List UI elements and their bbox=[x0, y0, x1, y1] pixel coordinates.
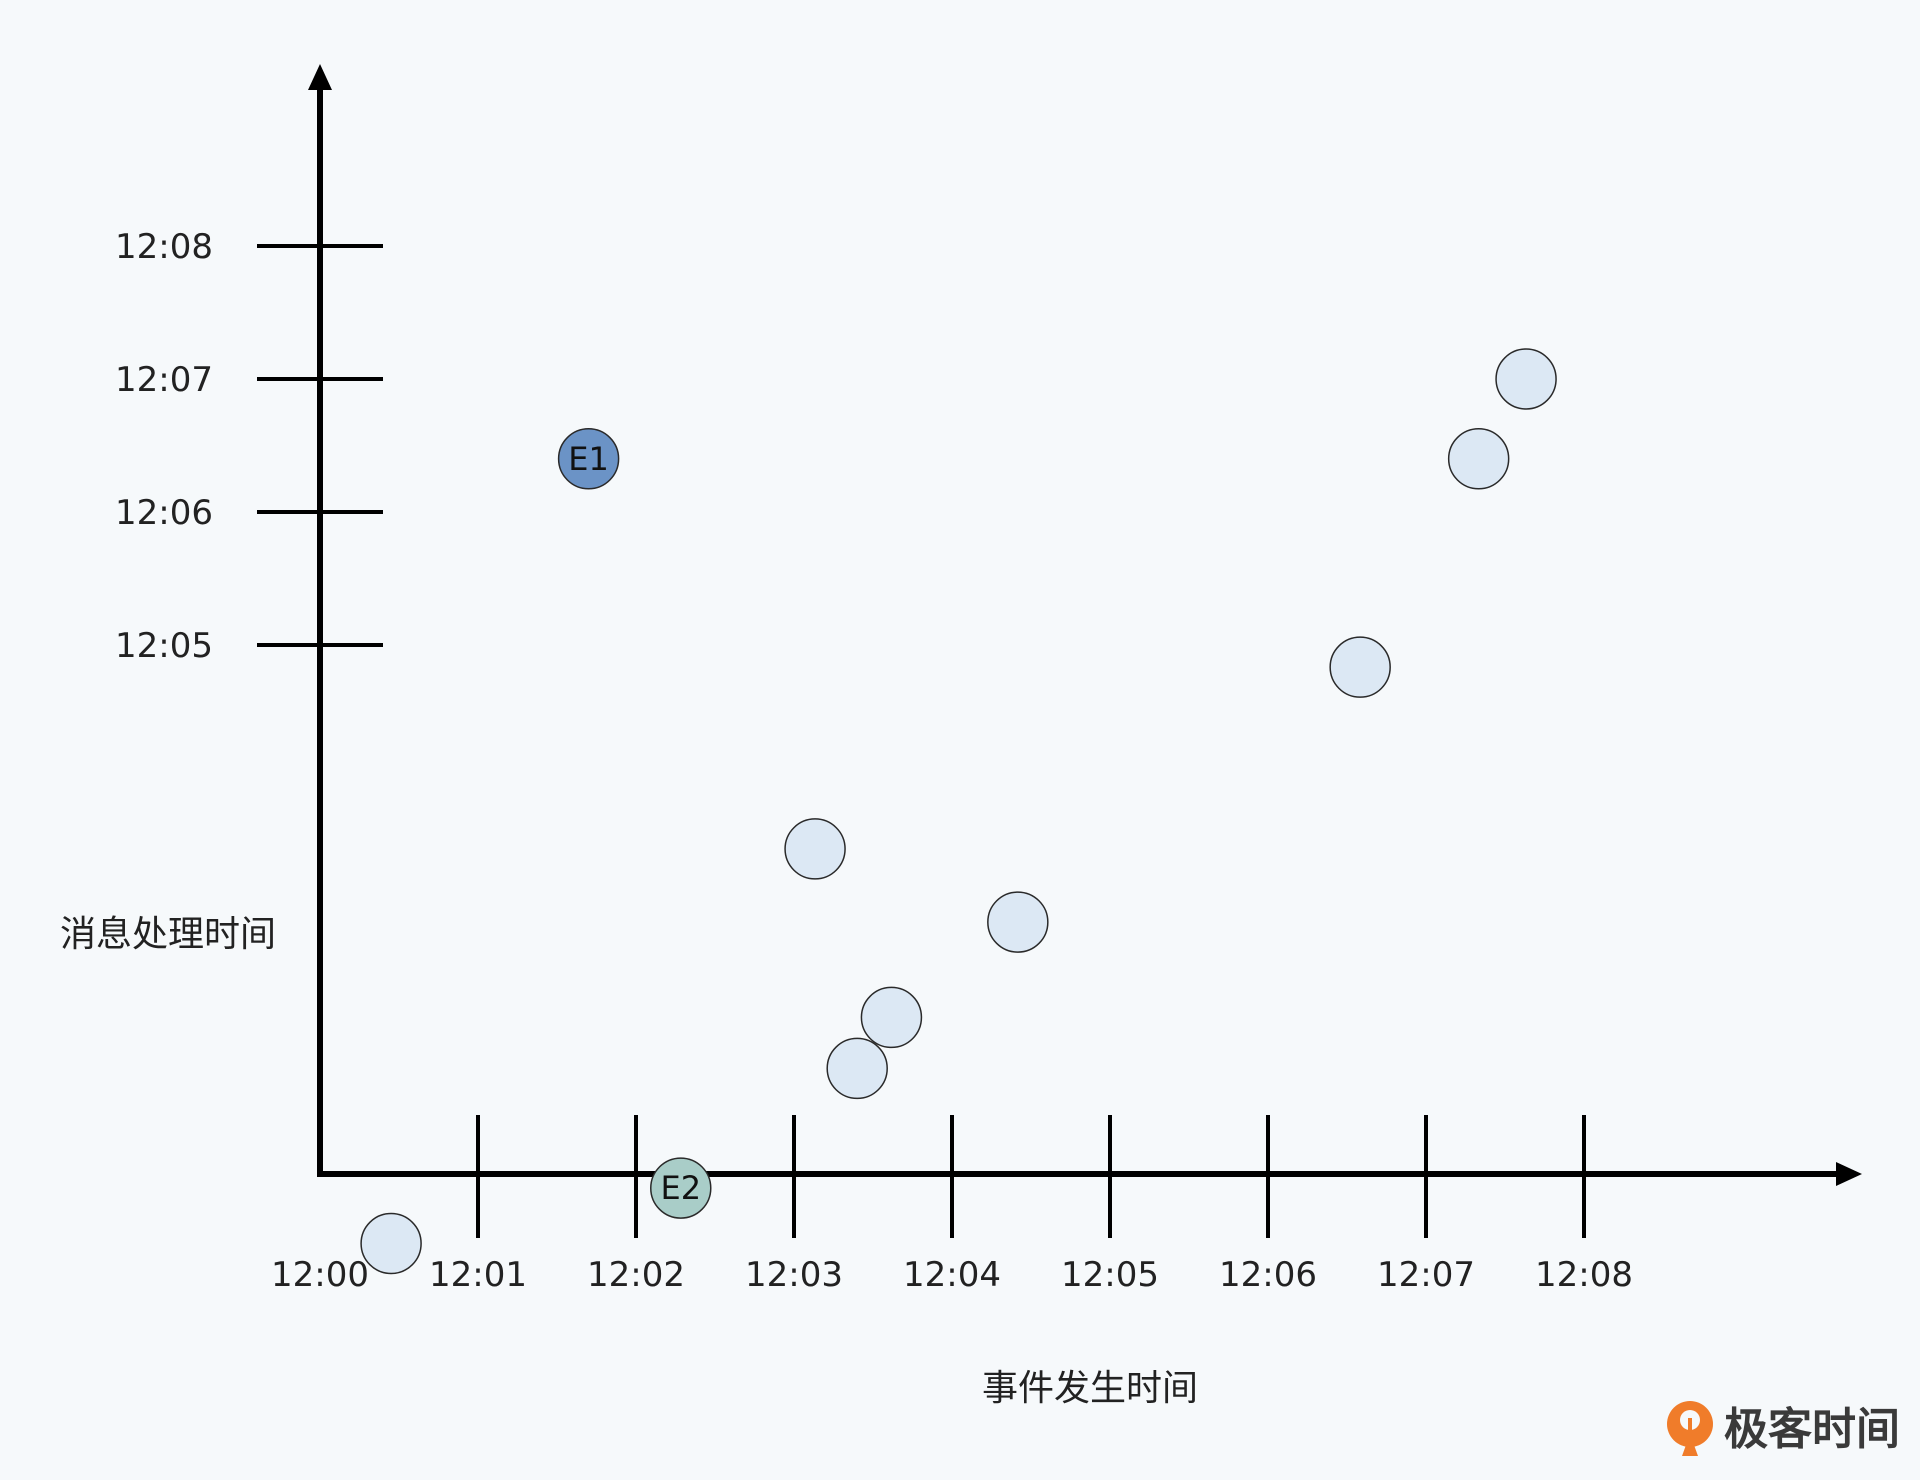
x-tick-label: 12:01 bbox=[429, 1255, 527, 1295]
y-tick-label: 12:07 bbox=[115, 360, 213, 400]
y-tick-label: 12:06 bbox=[115, 493, 213, 533]
x-tick-label: 12:08 bbox=[1535, 1255, 1633, 1295]
x-tick-label: 12:06 bbox=[1219, 1255, 1317, 1295]
y-tick-label: 12:08 bbox=[115, 227, 213, 267]
logo-wordmark: 极客时间 bbox=[1724, 1404, 1900, 1455]
data-points: E1 E2 bbox=[360, 348, 1557, 1275]
x-axis-title: 事件发生时间 bbox=[982, 1368, 1198, 1409]
data-point bbox=[1329, 636, 1391, 698]
x-tick-label: 12:05 bbox=[1061, 1255, 1159, 1295]
y-axis-arrow bbox=[308, 64, 332, 90]
x-tick-label: 12:03 bbox=[745, 1255, 843, 1295]
x-axis-arrow bbox=[1836, 1162, 1862, 1186]
data-point-label: E1 bbox=[568, 440, 609, 478]
brand-logo: 极客时间 bbox=[1667, 1401, 1900, 1456]
data-point bbox=[1495, 348, 1557, 410]
x-axis-ticks: 12:00 12:01 12:02 12:03 12:04 12:05 12:06 12:07… bbox=[271, 1115, 1633, 1295]
y-axis-title: 消息处理时间 bbox=[60, 914, 276, 955]
data-point bbox=[987, 891, 1049, 953]
x-tick-label: 12:07 bbox=[1377, 1255, 1475, 1295]
data-point bbox=[1447, 428, 1510, 490]
data-point-e2 bbox=[650, 1157, 712, 1219]
logo-mark-icon bbox=[1667, 1401, 1713, 1456]
y-axis-ticks: 12:05 12:06 12:07 12:08 bbox=[115, 227, 383, 666]
y-tick-label: 12:05 bbox=[115, 626, 213, 666]
x-tick-label: 12:00 bbox=[271, 1255, 369, 1295]
data-point bbox=[860, 986, 923, 1049]
x-tick-label: 12:04 bbox=[903, 1255, 1001, 1295]
x-tick-label: 12:02 bbox=[587, 1255, 685, 1295]
data-point bbox=[784, 818, 846, 880]
data-point bbox=[360, 1212, 422, 1275]
data-point-label: E2 bbox=[660, 1169, 701, 1207]
data-point-e1 bbox=[557, 428, 620, 490]
data-point bbox=[826, 1037, 888, 1100]
